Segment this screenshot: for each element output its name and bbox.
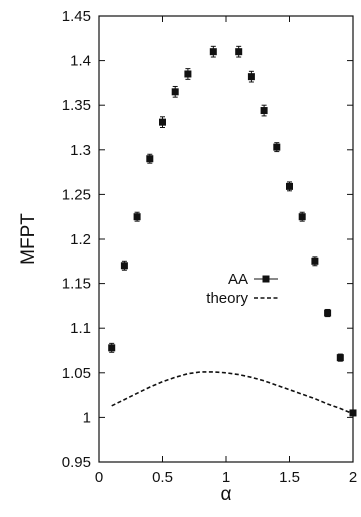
- aa-data-point: [349, 409, 357, 417]
- aa-data-point: [146, 153, 154, 164]
- aa-data-point: [311, 256, 319, 267]
- aa-data-point: [159, 116, 166, 128]
- y-axis-title: MFPT: [18, 213, 39, 265]
- x-tick-label: 2: [349, 469, 357, 486]
- aa-marker: [260, 107, 268, 115]
- aa-data-point: [324, 308, 332, 318]
- aa-marker: [273, 143, 281, 151]
- aa-data-point: [171, 85, 179, 98]
- aa-marker: [235, 48, 243, 56]
- aa-marker: [171, 88, 179, 96]
- aa-data-point: [108, 342, 116, 353]
- x-tick-label: 0.5: [152, 469, 173, 486]
- y-tick-label: 1.25: [62, 186, 91, 203]
- aa-data-point: [286, 181, 293, 192]
- aa-data-point: [247, 70, 255, 83]
- legend: AA theory: [206, 271, 278, 307]
- aa-marker: [108, 344, 116, 352]
- x-tick-label: 1: [222, 469, 230, 486]
- aa-data-point: [209, 45, 217, 58]
- aa-data-point: [298, 211, 306, 222]
- theory-series: [111, 371, 354, 415]
- aa-marker: [286, 182, 293, 190]
- y-tick-label: 1.35: [62, 97, 91, 114]
- plot-frame: [98, 15, 354, 463]
- y-tick-label: 1.05: [62, 365, 91, 382]
- y-tick-label: 1.2: [70, 231, 91, 248]
- aa-marker: [247, 73, 255, 81]
- aa-marker: [311, 257, 319, 265]
- aa-data-point: [336, 353, 344, 362]
- axes: 0 0.5 1 1.5 2 0.95 1 1.05 1.1 1.15 1.2 1.25 1.3 1.35 1…: [18, 8, 357, 505]
- aa-marker: [184, 70, 192, 78]
- aa-data-point: [133, 211, 141, 222]
- aa-marker: [120, 262, 128, 270]
- aa-series: [108, 45, 357, 417]
- y-tick-label: 1.1: [70, 320, 91, 337]
- aa-data-point: [273, 142, 281, 153]
- aa-marker: [324, 309, 332, 317]
- y-tick-label: 0.95: [62, 454, 91, 471]
- legend-label-theory: theory: [206, 290, 248, 307]
- legend-marker-aa: [262, 275, 270, 283]
- aa-marker: [209, 48, 217, 56]
- aa-data-point: [184, 68, 192, 80]
- aa-marker: [133, 213, 141, 221]
- legend-label-aa: AA: [228, 271, 248, 288]
- y-tick-label: 1: [83, 409, 91, 426]
- aa-marker: [349, 409, 357, 417]
- y-tick-label: 1.4: [70, 53, 91, 70]
- y-tick-label: 1.3: [70, 142, 91, 159]
- x-tick-label: 0: [95, 469, 103, 486]
- theory-curve: [111, 371, 354, 415]
- aa-data-point: [260, 104, 268, 117]
- aa-data-point: [120, 260, 128, 271]
- aa-marker: [159, 118, 166, 126]
- y-tick-label: 1.15: [62, 276, 91, 293]
- x-axis-title: α: [221, 484, 232, 505]
- aa-marker: [298, 213, 306, 221]
- x-tick-label: 1.5: [279, 469, 300, 486]
- aa-data-point: [235, 45, 243, 58]
- y-tick-label: 1.45: [62, 8, 91, 25]
- aa-marker: [146, 155, 154, 163]
- aa-marker: [336, 354, 344, 362]
